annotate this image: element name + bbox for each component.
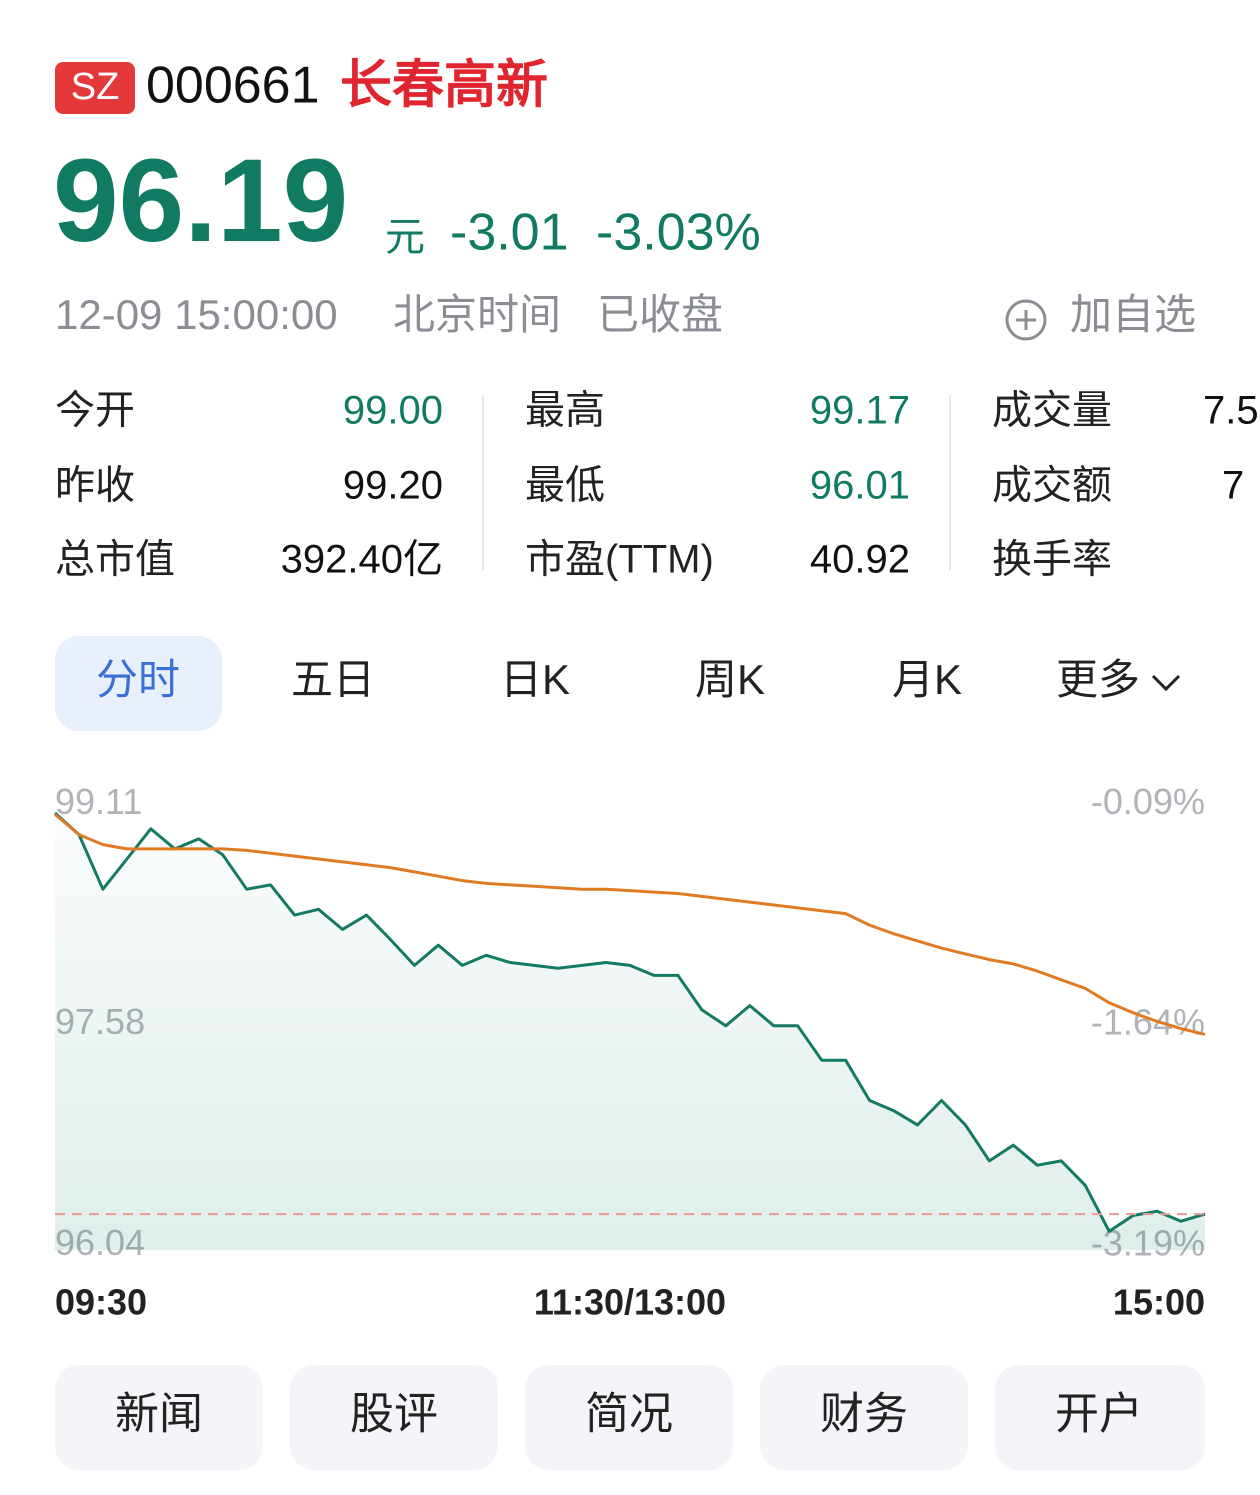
watch-button[interactable]: 加自选 bbox=[1005, 291, 1196, 341]
price-unit: 元 bbox=[385, 216, 425, 260]
y-tick-label: 99.11 bbox=[55, 781, 142, 822]
exchange-badge bbox=[55, 62, 135, 114]
stat-label: 今开 bbox=[55, 389, 135, 433]
tab[interactable]: 日K bbox=[500, 656, 570, 703]
tab[interactable]: 分时 bbox=[96, 656, 180, 703]
stock-code: 000661 bbox=[146, 57, 320, 115]
tab[interactable]: 五日 bbox=[291, 656, 375, 703]
price-line bbox=[53, 811, 1206, 1233]
stat-label: 昨收 bbox=[55, 464, 135, 508]
active-tab-bg bbox=[55, 636, 222, 731]
stat-value: 7.5 bbox=[1203, 389, 1259, 433]
stat-label: 成交额 bbox=[992, 464, 1112, 508]
datetime: 12-09 15:00:00 bbox=[55, 291, 338, 338]
y2-tick-label: -1.64% bbox=[1091, 1002, 1205, 1043]
plus-icon-cross bbox=[1016, 310, 1036, 330]
stat-value: 99.17 bbox=[810, 389, 910, 433]
action-button[interactable] bbox=[760, 1365, 968, 1470]
tab[interactable]: 更多 bbox=[1056, 656, 1140, 703]
more-chevron bbox=[1151, 674, 1181, 692]
price: 96.19 bbox=[53, 135, 348, 267]
change-pct: -3.03% bbox=[596, 204, 761, 262]
tab[interactable]: 月K bbox=[892, 656, 962, 703]
stat-value: 96.01 bbox=[810, 464, 910, 508]
stat-label: 总市值 bbox=[55, 538, 175, 582]
timezone: 北京时间 bbox=[393, 291, 561, 338]
action-button-label[interactable]: 开户 bbox=[1055, 1390, 1143, 1439]
action-button[interactable] bbox=[995, 1365, 1205, 1470]
stat-value: 40.92 bbox=[810, 538, 910, 582]
stat-value: 99.20 bbox=[343, 464, 443, 508]
stat-value: 7 bbox=[1222, 464, 1244, 508]
stat-value: 392.40亿 bbox=[281, 538, 443, 582]
change: -3.01 bbox=[450, 204, 569, 262]
stock-name: 长春高新 bbox=[340, 57, 548, 115]
y2-tick-label: -0.09% bbox=[1091, 781, 1205, 822]
action-button-label[interactable]: 新闻 bbox=[115, 1390, 203, 1439]
exchange: SZ bbox=[71, 66, 120, 108]
stat-label: 最低 bbox=[525, 464, 605, 508]
action-button-label[interactable]: 股评 bbox=[350, 1390, 438, 1439]
x-tick-label: 15:00 bbox=[1113, 1282, 1205, 1323]
market-status: 已收盘 bbox=[597, 291, 723, 338]
watch-label: 加自选 bbox=[1070, 291, 1196, 338]
average-line bbox=[54, 813, 1206, 1036]
x-tick-label: 09:30 bbox=[55, 1282, 147, 1323]
stat-value: 99.00 bbox=[343, 389, 443, 433]
stat-label: 最高 bbox=[525, 389, 605, 433]
tab[interactable]: 周K bbox=[695, 656, 765, 703]
stat-label: 市盈(TTM) bbox=[525, 538, 714, 582]
action-button[interactable] bbox=[290, 1365, 498, 1470]
stat-label: 换手率 bbox=[992, 538, 1112, 582]
price-area bbox=[55, 813, 1205, 1250]
plus-icon bbox=[1005, 299, 1047, 341]
action-button-label[interactable]: 财务 bbox=[820, 1390, 908, 1439]
action-button-label[interactable]: 简况 bbox=[585, 1390, 673, 1439]
action-button[interactable] bbox=[55, 1365, 263, 1470]
action-button[interactable] bbox=[525, 1365, 733, 1470]
stat-label: 成交量 bbox=[992, 389, 1112, 433]
x-tick-label: 11:30/13:00 bbox=[534, 1282, 726, 1323]
